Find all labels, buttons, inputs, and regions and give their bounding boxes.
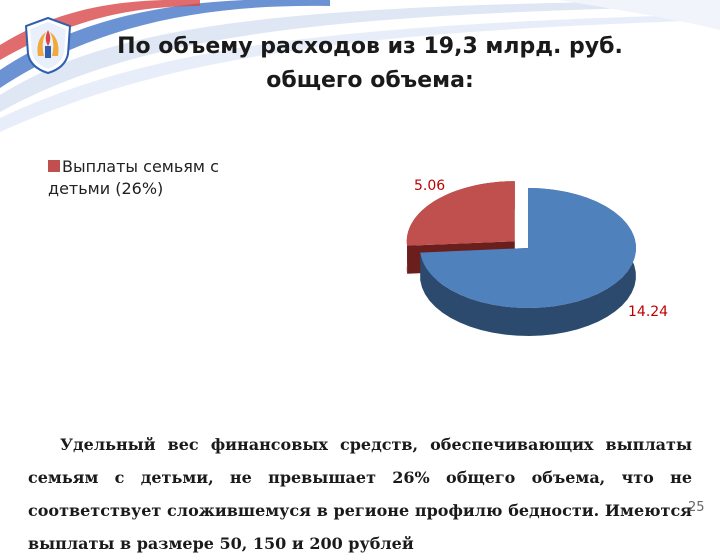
pie-slice-0 [406, 181, 515, 246]
pie-data-label-1: 14.24 [628, 304, 668, 320]
description-text: Удельный вес финансовых средств, обеспеч… [28, 428, 692, 560]
title-line-1: По объему расходов из 19,3 млрд. руб. [117, 34, 623, 59]
legend-swatch [48, 160, 60, 172]
title-line-2: общего объема: [266, 68, 474, 93]
slide-title: По объему расходов из 19,3 млрд. руб. об… [90, 30, 650, 98]
description-body: Удельный вес финансовых средств, обеспеч… [28, 435, 692, 553]
pie-slice-1 [420, 188, 636, 308]
page-number: 25 [688, 500, 705, 515]
legend-entry-label: Выплаты семьям с детьми (26%) [48, 157, 219, 198]
pie-chart: 5.06 14.24 [406, 178, 668, 336]
chart-legend: Выплаты семьям с детьми (26%) [48, 156, 248, 200]
logo-emblem [24, 16, 72, 74]
pie-data-label-0: 5.06 [414, 178, 445, 194]
